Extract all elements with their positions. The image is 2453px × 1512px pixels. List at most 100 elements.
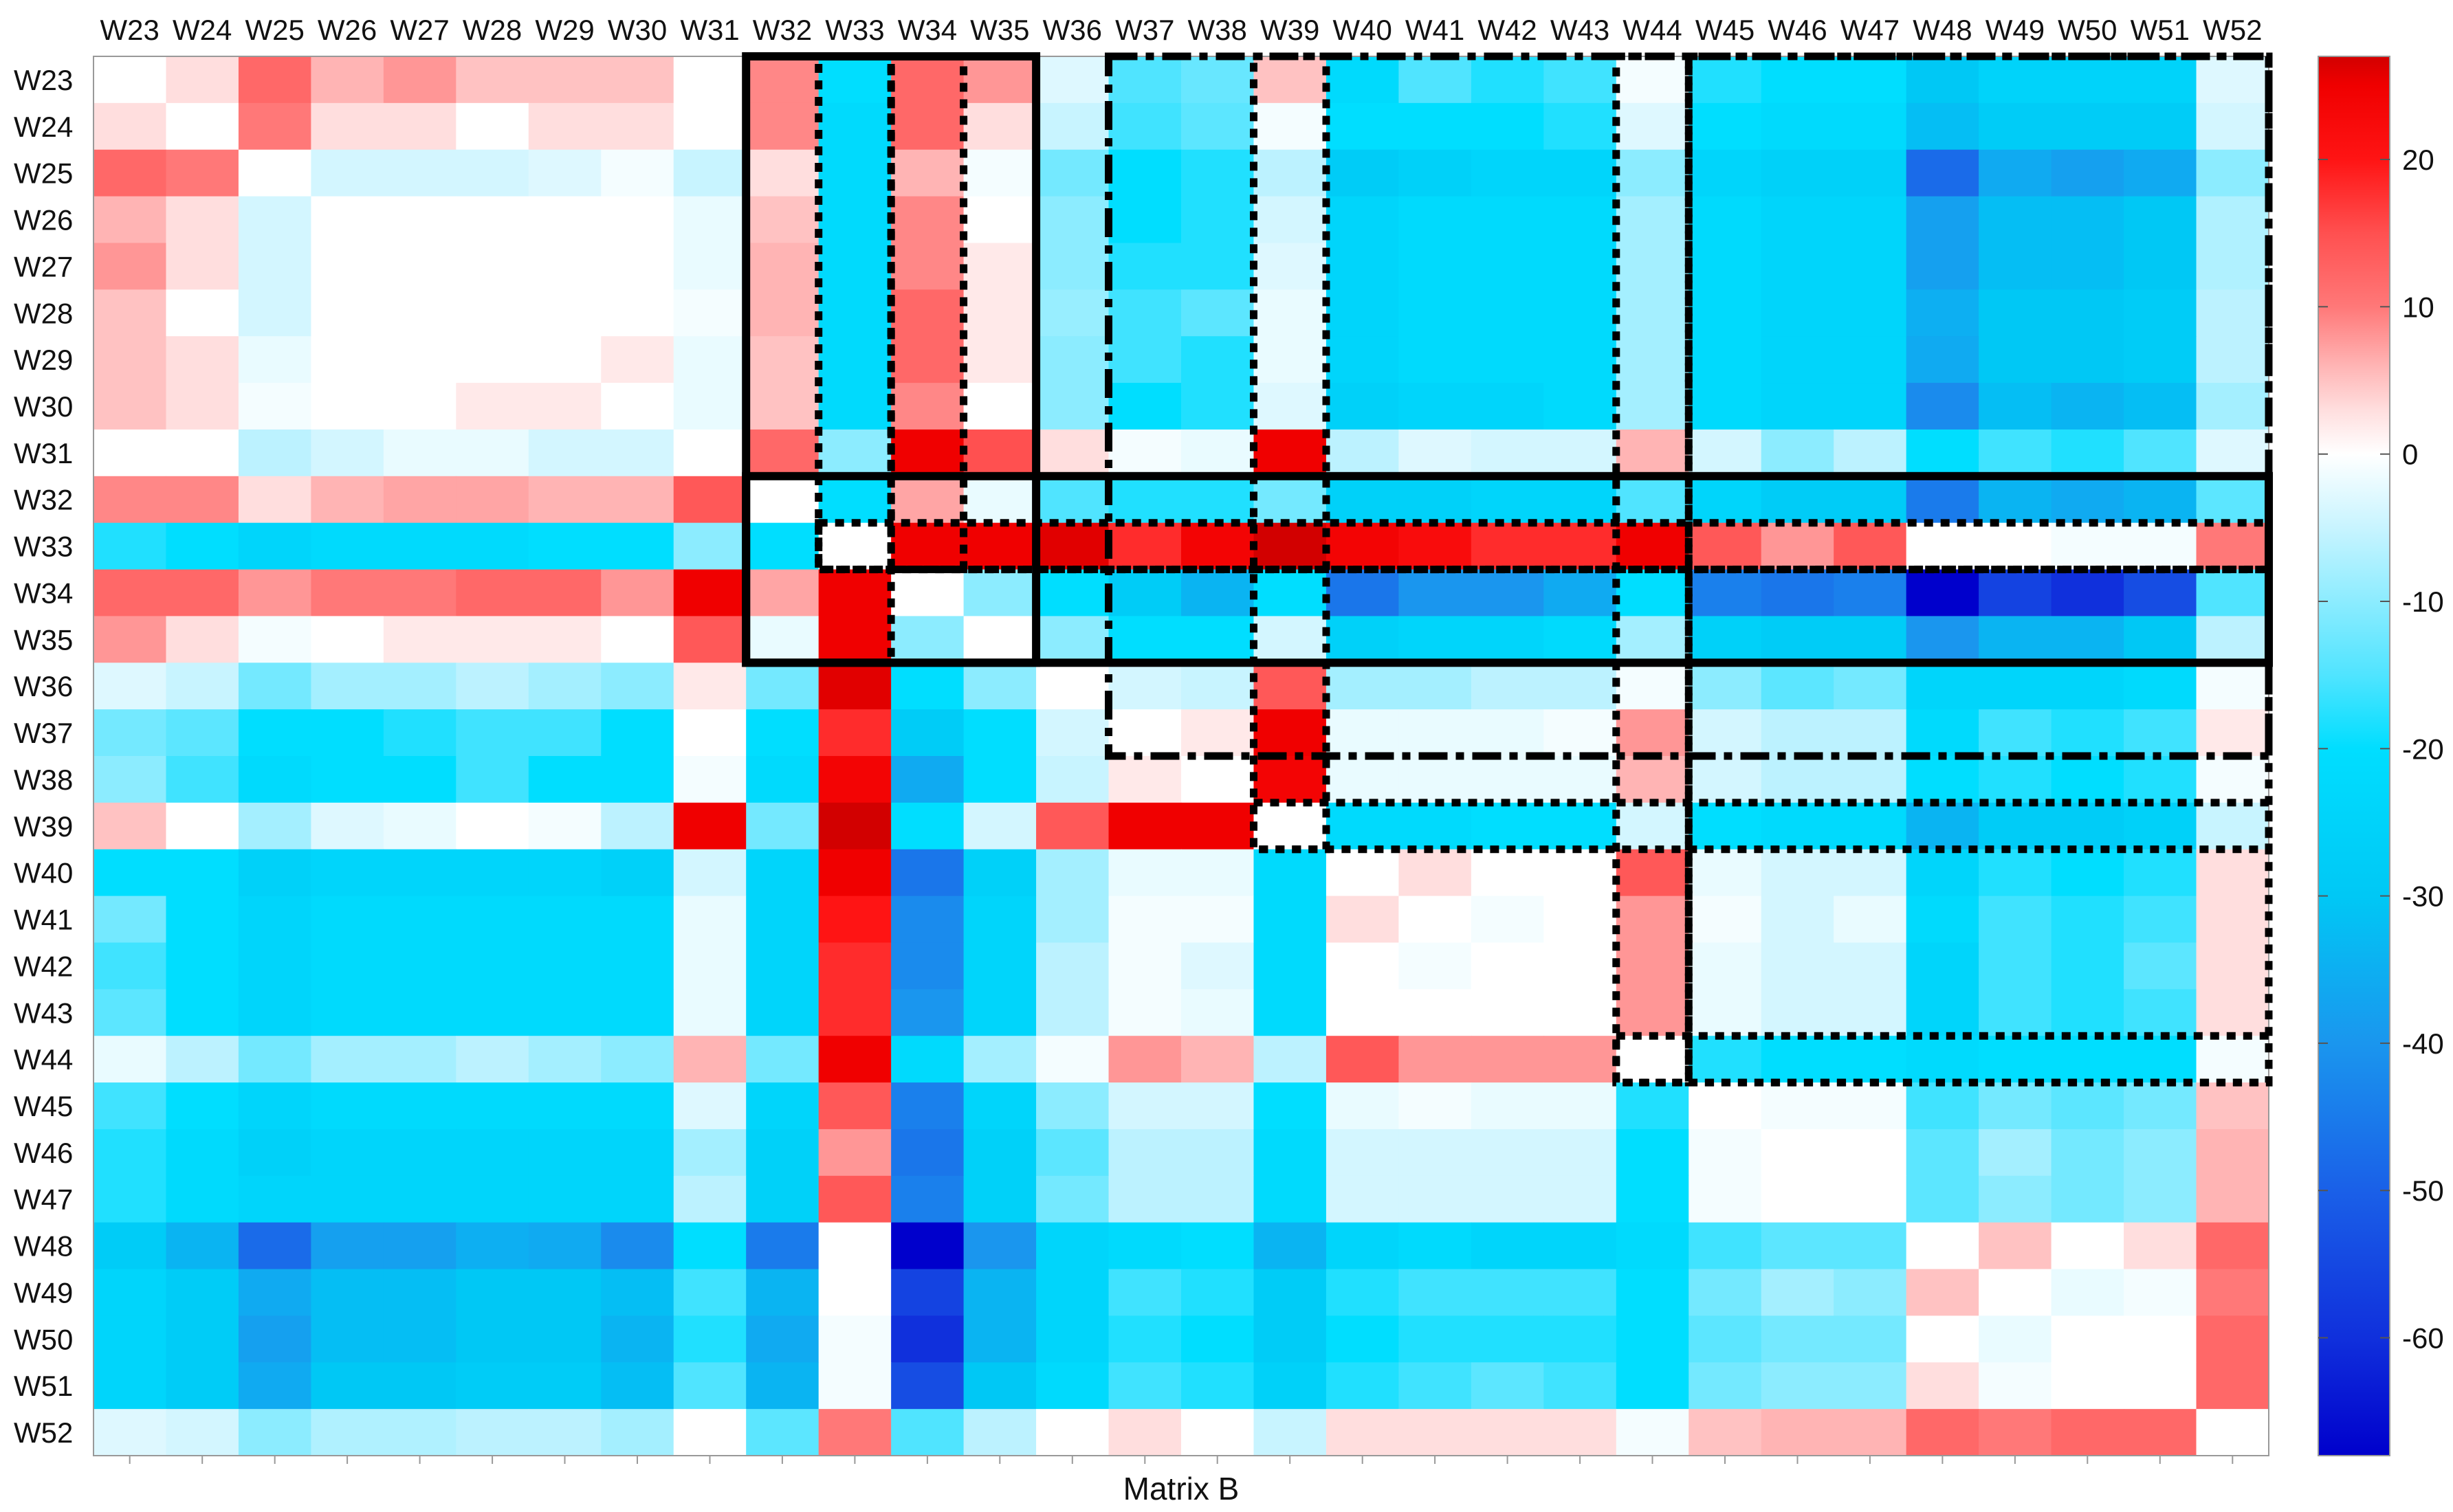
heatmap-cell	[1181, 802, 1255, 850]
heatmap-cell	[746, 149, 820, 197]
heatmap-cell	[528, 989, 602, 1036]
heatmap-cell	[2051, 289, 2124, 337]
heatmap-cell	[1979, 756, 2052, 803]
heatmap-cell	[1834, 289, 1907, 337]
heatmap-cell	[1471, 569, 1544, 616]
heatmap-cell	[1761, 56, 1834, 104]
heatmap-cell	[1398, 1129, 1472, 1177]
column-labels: W23 W24 W25 W26 W27 W28 W29 W30 W31 W32 W33 W34 W35 W…	[100, 14, 2263, 46]
row-labels: W23 W24 W25 W26 W27 W28 W29 W30 W31 W32 W33 W34 W35 W…	[14, 64, 73, 1449]
heatmap-cell	[1834, 336, 1907, 383]
heatmap-cell	[383, 56, 456, 104]
column-label: W32	[753, 14, 812, 46]
heatmap-cell	[673, 896, 747, 944]
heatmap-cell	[94, 336, 167, 383]
heatmap-cell	[238, 849, 311, 897]
heatmap-cell	[963, 289, 1037, 337]
heatmap-cell	[1398, 243, 1472, 290]
heatmap-cell	[1834, 383, 1907, 430]
heatmap-cell	[456, 1175, 529, 1223]
heatmap-cell	[1253, 942, 1327, 990]
row-label: W23	[14, 64, 73, 96]
heatmap-cell	[238, 616, 311, 663]
heatmap-cell	[383, 196, 456, 244]
heatmap-cell	[2051, 336, 2124, 383]
heatmap-cell	[1253, 1175, 1327, 1223]
heatmap-cell	[528, 616, 602, 663]
heatmap-cell	[1906, 336, 1979, 383]
heatmap-cell	[1253, 149, 1327, 197]
heatmap-cell	[746, 616, 820, 663]
heatmap-cell	[1036, 243, 1110, 290]
heatmap-cell	[746, 709, 820, 757]
heatmap-cell	[1616, 849, 1689, 897]
heatmap-cell	[1398, 429, 1472, 477]
x-axis-label: Matrix B	[1123, 1471, 1240, 1507]
heatmap-cell	[963, 336, 1037, 383]
heatmap-cell	[963, 243, 1037, 290]
heatmap-cell	[94, 1362, 167, 1410]
heatmap-cell	[166, 522, 239, 570]
heatmap-cell	[1398, 756, 1472, 803]
heatmap-cell	[1181, 1269, 1255, 1316]
heatmap-cell	[1253, 1409, 1327, 1456]
heatmap-cell	[1036, 569, 1110, 616]
heatmap-cell	[2196, 1409, 2269, 1456]
heatmap-cell	[166, 289, 239, 337]
heatmap-cell	[383, 1269, 456, 1316]
heatmap-cell	[94, 243, 167, 290]
heatmap-cell	[963, 149, 1037, 197]
column-label: W45	[1695, 14, 1754, 46]
heatmap-cell	[1326, 243, 1399, 290]
heatmap-cell	[1761, 429, 1834, 477]
heatmap-cell	[1616, 709, 1689, 757]
colorbar-tick-label: -40	[2402, 1027, 2444, 1060]
heatmap-cell	[1326, 56, 1399, 104]
heatmap-cell	[1108, 336, 1182, 383]
heatmap-cell	[1036, 102, 1110, 151]
heatmap-cell	[383, 756, 456, 803]
heatmap-cell	[1834, 149, 1907, 197]
heatmap-cell	[2196, 1269, 2269, 1316]
heatmap-cell	[673, 663, 747, 710]
heatmap-cell	[238, 1362, 311, 1410]
heatmap-cell	[1906, 942, 1979, 990]
heatmap-cell	[891, 56, 965, 104]
heatmap-cell	[1471, 102, 1544, 151]
row-label: W33	[14, 531, 73, 563]
heatmap-cell	[1471, 1362, 1544, 1410]
heatmap-cell	[2124, 616, 2197, 663]
heatmap-cell	[528, 1315, 602, 1363]
heatmap-cell	[1326, 522, 1399, 570]
heatmap-cell	[2196, 1082, 2269, 1130]
heatmap-cell	[94, 476, 167, 524]
heatmap-cell	[1616, 1315, 1689, 1363]
heatmap-cell	[1761, 1082, 1834, 1130]
row-label: W45	[14, 1090, 73, 1122]
heatmap-cell	[818, 1222, 892, 1270]
heatmap-cell	[673, 569, 747, 616]
column-label: W42	[1477, 14, 1537, 46]
column-label: W24	[173, 14, 232, 46]
heatmap-cell	[1253, 522, 1327, 570]
heatmap-cell	[1979, 1129, 2052, 1177]
heatmap-cell	[1471, 989, 1544, 1036]
heatmap-cell	[1761, 1362, 1834, 1410]
column-label: W47	[1840, 14, 1900, 46]
heatmap-cell	[2124, 989, 2197, 1036]
heatmap-cell	[1761, 149, 1834, 197]
heatmap-cell	[528, 1036, 602, 1083]
heatmap-cell	[1979, 1409, 2052, 1456]
heatmap-cell	[1906, 663, 1979, 710]
heatmap-cell	[1906, 289, 1979, 337]
heatmap-cell	[238, 1269, 311, 1316]
heatmap-cell	[1108, 56, 1182, 104]
heatmap-cell	[528, 476, 602, 524]
heatmap-cell	[1979, 289, 2052, 337]
heatmap-cell	[1181, 896, 1255, 944]
heatmap-cell	[238, 942, 311, 990]
heatmap-cell	[818, 802, 892, 850]
heatmap-cell	[1543, 383, 1617, 430]
heatmap-cell	[456, 476, 529, 524]
column-label: W46	[1768, 14, 1827, 46]
